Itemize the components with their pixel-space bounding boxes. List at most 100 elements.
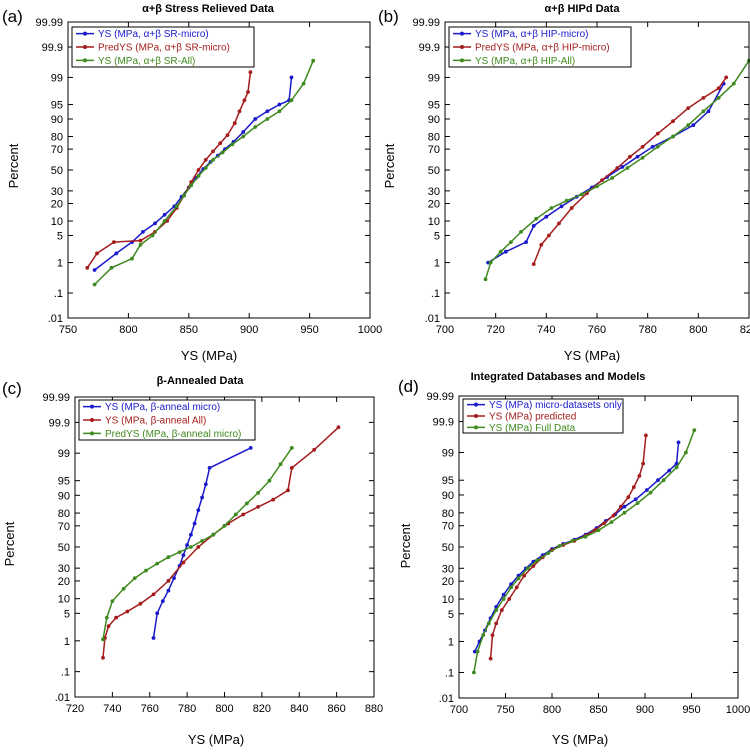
data-point <box>248 70 253 75</box>
data-point <box>655 144 660 149</box>
x-axis-label: YS (MPa) <box>552 732 608 747</box>
data-point <box>692 428 697 432</box>
y-tick-label: 99.99 <box>426 391 454 403</box>
data-point <box>109 265 114 270</box>
data-point <box>189 532 193 537</box>
data-point <box>112 240 116 245</box>
data-point <box>185 543 190 547</box>
data-point <box>472 670 476 675</box>
y-tick-label: 90 <box>442 490 454 502</box>
data-point <box>336 425 341 430</box>
data-point <box>196 168 201 172</box>
data-point <box>488 656 493 661</box>
y-tick-label: 10 <box>51 216 63 228</box>
legend-label: YS (MPa) micro-datasets only <box>489 400 622 411</box>
y-tick-label: .1 <box>61 667 70 679</box>
data-point <box>701 109 706 114</box>
y-tick-label: .01 <box>48 313 63 325</box>
data-point <box>570 539 575 543</box>
y-tick-label: 50 <box>428 165 440 177</box>
data-point <box>514 585 519 590</box>
chart-title: α+β Stress Relieved Data <box>142 3 275 15</box>
data-point <box>655 131 660 136</box>
y-tick-label: 5 <box>64 608 70 620</box>
data-point <box>620 165 625 169</box>
data-point <box>531 262 536 266</box>
x-axis-label: YS (MPa) <box>188 732 244 747</box>
data-point <box>667 468 672 473</box>
data-point <box>196 545 201 549</box>
data-point <box>494 621 499 626</box>
x-tick-label: 780 <box>638 324 656 336</box>
data-point <box>233 512 238 517</box>
plot-frame <box>458 395 739 699</box>
plot-frame <box>444 21 750 319</box>
data-point <box>92 268 97 272</box>
data-point <box>648 490 653 495</box>
data-point <box>218 141 223 146</box>
legend-marker <box>474 402 478 407</box>
y-tick-label: 80 <box>58 508 70 520</box>
data-point <box>472 649 477 654</box>
data-point <box>211 158 215 162</box>
y-tick-label: 1 <box>64 636 70 648</box>
x-tick-label: 820 <box>740 324 750 336</box>
data-point <box>671 119 675 124</box>
x-tick-label: 720 <box>486 324 504 336</box>
data-point <box>631 485 636 489</box>
data-point <box>535 558 539 563</box>
y-tick-label: 99.9 <box>42 42 63 54</box>
x-tick-label: 760 <box>588 324 606 336</box>
data-point <box>498 249 503 254</box>
legend-box <box>448 26 632 68</box>
chart-title: α+β HIPd Data <box>545 3 621 15</box>
data-point <box>674 465 679 470</box>
data-point <box>265 109 270 114</box>
y-tick-label: 99.9 <box>433 417 454 429</box>
series-marks <box>101 425 341 660</box>
data-point <box>625 166 630 170</box>
data-point <box>138 601 143 606</box>
legend: YS (MPa, β-anneal micro) YS (MPa, β-annea… <box>78 399 256 441</box>
data-point <box>637 474 642 478</box>
legend-box <box>462 398 624 434</box>
data-point <box>579 192 584 197</box>
data-point <box>289 98 294 103</box>
x-tick-label: 850 <box>180 324 198 336</box>
chart-title: Integrated Databases and Models <box>471 371 646 383</box>
data-point <box>181 560 186 565</box>
y-tick-label: 30 <box>58 563 70 575</box>
series-line-3 <box>102 447 293 640</box>
data-point <box>241 130 246 134</box>
y-tick-label: .1 <box>445 667 454 679</box>
legend-marker <box>90 418 94 422</box>
data-point <box>622 504 627 509</box>
data-point <box>182 193 186 198</box>
y-axis-label: Percent <box>2 521 17 566</box>
data-point <box>125 609 130 614</box>
x-tick-label: 760 <box>141 703 159 715</box>
data-point <box>222 523 227 528</box>
legend-marker <box>83 58 87 63</box>
series-line-1 <box>474 442 680 652</box>
x-tick-label: 950 <box>300 324 318 336</box>
data-point <box>716 96 721 100</box>
data-point <box>610 176 615 180</box>
y-tick-label: 80 <box>51 132 63 144</box>
y-tick-label: 99.99 <box>35 17 63 29</box>
y-tick-label: 1 <box>434 258 440 270</box>
data-point <box>203 158 208 162</box>
data-point <box>615 166 620 170</box>
y-tick-label: 70 <box>442 521 454 533</box>
data-point <box>256 491 260 495</box>
data-point <box>271 497 275 502</box>
y-tick-label: 30 <box>428 186 440 198</box>
data-point <box>138 238 143 243</box>
data-point <box>626 495 631 500</box>
data-point <box>684 450 688 455</box>
y-tick-label: 50 <box>51 165 63 177</box>
legend-label: YS (MPa, α+β HIP-All) <box>475 56 575 67</box>
y-tick-label: 95 <box>51 100 63 112</box>
x-tick-label: 800 <box>215 703 233 715</box>
y-tick-label: 5 <box>448 609 454 621</box>
